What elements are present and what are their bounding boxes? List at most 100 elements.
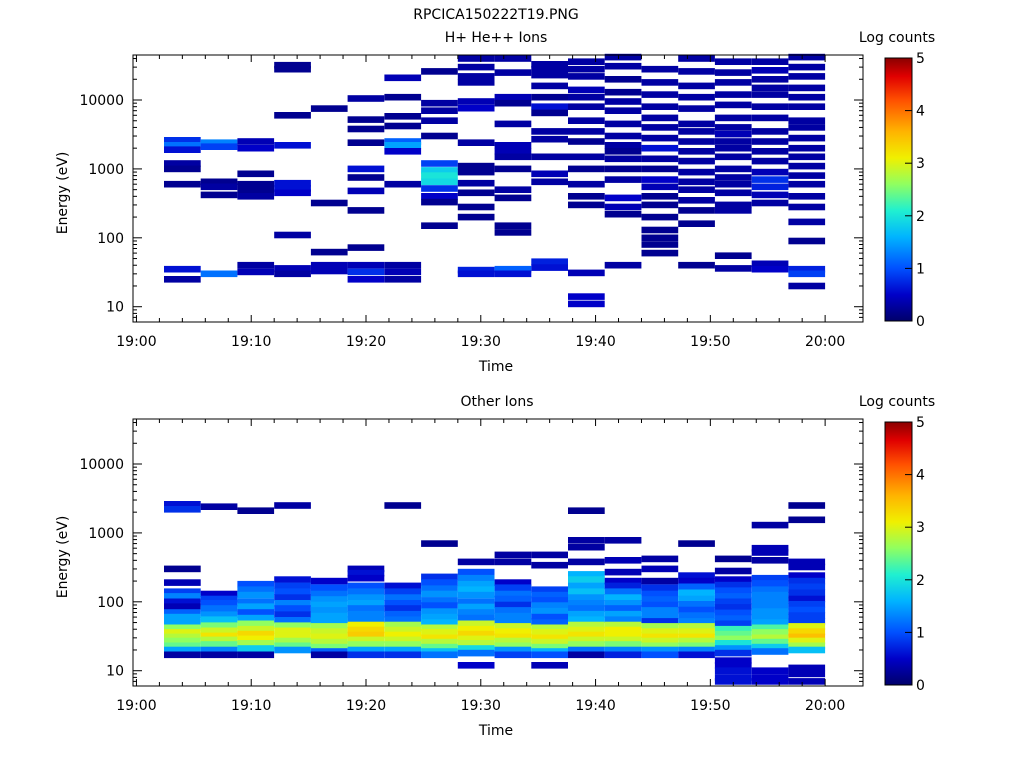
heatmap-cell xyxy=(421,99,458,107)
heatmap-cell xyxy=(678,583,715,591)
heatmap-cell xyxy=(641,176,679,183)
heatmap-cell xyxy=(678,601,715,608)
heatmap-cell xyxy=(604,636,642,644)
heatmap-cell xyxy=(310,651,348,659)
heatmap-cell xyxy=(421,185,458,192)
heatmap-cell xyxy=(494,93,532,101)
heatmap-cell xyxy=(347,605,385,612)
heatmap-cell xyxy=(457,620,495,628)
heatmap-cell xyxy=(237,180,275,188)
heatmap-cell xyxy=(457,162,495,170)
heatmap-cell xyxy=(568,651,605,659)
heatmap-cell xyxy=(237,614,275,622)
heatmap-cell xyxy=(678,595,715,603)
heatmap-cell xyxy=(788,572,826,579)
heatmap-cell xyxy=(604,165,642,173)
heatmap-cell xyxy=(641,103,679,110)
heatmap-cell xyxy=(200,503,238,510)
heatmap-cell xyxy=(531,561,568,569)
heatmap-cell xyxy=(604,557,642,564)
heatmap-cell xyxy=(788,53,826,61)
heatmap-cell xyxy=(457,630,495,638)
heatmap-cell xyxy=(788,589,826,597)
heatmap-cell xyxy=(384,148,422,155)
heatmap-cell xyxy=(347,631,385,639)
heatmap-cell xyxy=(714,649,752,657)
x-tick-label: 19:00 xyxy=(116,698,156,714)
heatmap-cell xyxy=(788,583,826,591)
heatmap-cell xyxy=(751,199,789,207)
heatmap-cell xyxy=(457,266,495,274)
heatmap-cell xyxy=(274,588,311,595)
heatmap-cell xyxy=(604,76,642,83)
x-tick-label: 19:40 xyxy=(575,698,615,714)
heatmap-cell xyxy=(714,124,752,131)
heatmap-cell xyxy=(751,591,789,599)
heatmap-cell xyxy=(531,624,568,632)
heatmap-cell xyxy=(164,265,201,273)
heatmap-cell xyxy=(384,636,422,644)
heatmap-cell xyxy=(714,630,752,638)
heatmap-cell xyxy=(751,667,789,674)
colorbar-tick-label: 2 xyxy=(916,573,925,589)
heatmap-cell xyxy=(274,605,311,612)
heatmap-cell xyxy=(788,203,826,211)
colorbar-tick-label: 0 xyxy=(916,678,925,694)
heatmap-cell xyxy=(788,84,826,92)
heatmap-cell xyxy=(421,585,458,592)
colorbar-tick-label: 3 xyxy=(916,520,925,536)
heatmap-cell xyxy=(788,577,826,585)
heatmap-cell xyxy=(604,568,642,576)
heatmap-cell xyxy=(678,612,715,619)
heatmap-cell xyxy=(604,577,642,585)
heatmap-cell xyxy=(457,213,495,221)
heatmap-cell xyxy=(347,207,385,214)
heatmap-cell xyxy=(714,567,752,575)
heatmap-cell xyxy=(568,86,605,94)
heatmap-cell xyxy=(421,573,458,581)
heatmap-cell xyxy=(347,187,385,195)
heatmap-cell xyxy=(274,632,311,640)
heatmap-cell xyxy=(494,165,532,173)
colorbar xyxy=(884,421,913,686)
heatmap-cell xyxy=(200,183,238,191)
heatmap-cell xyxy=(568,610,605,618)
heatmap-cell xyxy=(457,640,495,647)
heatmap-cell xyxy=(531,65,568,73)
heatmap-cell xyxy=(200,622,238,629)
heatmap-cell xyxy=(347,139,385,146)
heatmap-cell xyxy=(200,641,238,648)
colorbar-tick-label: 1 xyxy=(916,625,925,641)
heatmap-cell xyxy=(531,135,568,143)
heatmap-cell xyxy=(568,117,605,124)
heatmap-cell xyxy=(714,174,752,181)
heatmap-cell xyxy=(714,587,752,594)
heatmap-cell xyxy=(568,193,605,200)
heatmap-cell xyxy=(310,590,348,598)
x-tick-label: 19:20 xyxy=(346,334,386,350)
heatmap-cell xyxy=(788,282,826,290)
heatmap-cell xyxy=(568,73,605,80)
heatmap-cell xyxy=(457,649,495,657)
heatmap-cell xyxy=(531,61,568,68)
heatmap-cell xyxy=(421,193,458,200)
heatmap-cell xyxy=(568,571,605,578)
heatmap-cell xyxy=(678,55,715,62)
heatmap-cell xyxy=(457,168,495,176)
heatmap-cell xyxy=(604,600,642,607)
heatmap-cell xyxy=(347,165,385,173)
heatmap-cell xyxy=(604,53,642,61)
heatmap-cell xyxy=(751,138,789,145)
heatmap-cell xyxy=(274,594,311,601)
heatmap-cell xyxy=(531,607,568,615)
heatmap-cell xyxy=(568,165,605,173)
heatmap-cell xyxy=(310,638,348,646)
heatmap-cell xyxy=(568,138,605,145)
heatmap-cell xyxy=(531,591,568,599)
heatmap-cell xyxy=(641,590,679,598)
x-tick-label: 19:10 xyxy=(231,698,271,714)
heatmap-cell xyxy=(347,594,385,601)
heatmap-cell xyxy=(237,144,275,152)
heatmap-cell xyxy=(641,124,679,131)
heatmap-cell xyxy=(310,577,348,585)
